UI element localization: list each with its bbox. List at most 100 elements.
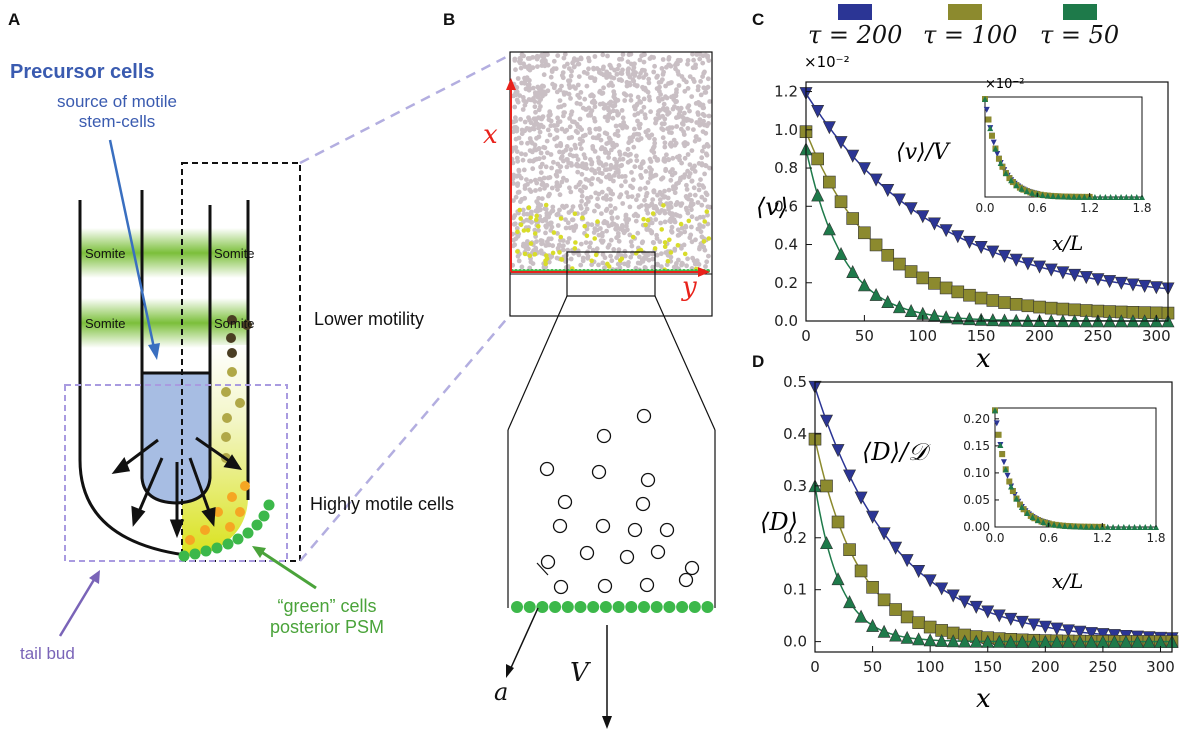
sim-cell <box>657 210 662 216</box>
inset-point <box>1058 193 1065 200</box>
sim-cell-yellow <box>551 230 557 235</box>
inset-point <box>1085 523 1092 530</box>
spacing-arrow <box>536 562 549 576</box>
sim-cell <box>539 63 545 68</box>
sim-cell <box>628 183 633 189</box>
sim-cell <box>625 159 631 165</box>
sim-cell <box>623 212 629 218</box>
sim-cell <box>629 170 634 175</box>
inset-point <box>1059 522 1066 529</box>
sim-cell <box>701 185 707 190</box>
sim-cell <box>634 197 639 203</box>
inset-point <box>1030 190 1037 197</box>
sim-cell <box>639 109 644 114</box>
x-tick-label: 50 <box>855 327 874 345</box>
sim-cell <box>637 57 643 63</box>
inset-point <box>1023 188 1030 195</box>
sim-cell <box>617 226 622 232</box>
sim-cell <box>685 105 691 110</box>
sim-cell <box>518 116 523 122</box>
sim-cell <box>536 195 541 201</box>
chart-point <box>946 634 960 648</box>
sim-cell <box>700 129 706 135</box>
sim-cell <box>608 137 613 143</box>
sim-cell <box>581 69 587 75</box>
magnified-cells <box>539 408 700 595</box>
sim-cell <box>541 182 546 188</box>
inset-point <box>993 420 1000 427</box>
sim-cell <box>526 87 532 93</box>
panel-a-diagram <box>58 53 511 637</box>
sim-cell <box>692 192 698 198</box>
magnified-green-cell <box>561 601 574 613</box>
sim-cell <box>571 84 576 89</box>
simulation-cells <box>509 51 713 273</box>
sim-cell <box>707 204 713 210</box>
sim-cell <box>541 144 546 150</box>
inset-point <box>1042 519 1049 526</box>
sim-cell <box>536 134 542 140</box>
sim-cell <box>601 105 607 111</box>
sim-cell <box>597 70 602 75</box>
sim-cell <box>681 129 686 135</box>
sim-cell <box>560 70 566 75</box>
sim-cell <box>694 120 700 125</box>
sim-cell <box>520 107 526 112</box>
sim-cell-yellow <box>543 261 548 267</box>
sim-cell <box>664 108 670 114</box>
somite-label: Somite <box>85 316 126 331</box>
sim-cell <box>561 158 566 164</box>
chart-point <box>1107 634 1121 648</box>
sim-cell <box>647 165 653 171</box>
sim-cell <box>570 119 575 124</box>
sim-cell <box>589 181 594 187</box>
sim-cell <box>623 179 628 184</box>
chart-point <box>889 541 903 555</box>
y-tick-label: 0.3 <box>783 477 807 495</box>
sim-cell <box>707 165 712 171</box>
sim-cell <box>564 127 570 133</box>
sim-cell <box>616 252 621 257</box>
sim-cell <box>668 211 673 217</box>
sim-cell <box>533 109 538 115</box>
magnified-green-cell <box>650 601 663 613</box>
sim-cell <box>578 205 584 211</box>
zoom-rect <box>566 251 656 297</box>
sim-cell <box>650 251 655 257</box>
sim-cell <box>624 190 630 196</box>
sim-cell <box>657 84 662 90</box>
sim-cell <box>512 58 518 63</box>
magnified-cell <box>597 578 613 594</box>
x-tick-label: 300 <box>1142 327 1171 345</box>
sim-cell <box>694 216 700 222</box>
somite-label: Somite <box>214 246 255 261</box>
sim-cell <box>568 189 574 195</box>
chart-point <box>962 235 976 249</box>
inset-x-tick-label: 1.8 <box>1146 531 1165 545</box>
sim-cell <box>672 170 678 176</box>
magnified-green-cell <box>523 601 536 613</box>
sim-cell-yellow <box>521 228 527 233</box>
chart-c-annotation: ⟨v⟩/V <box>896 140 949 165</box>
inset-point <box>1008 177 1015 184</box>
sim-cell <box>546 192 552 198</box>
sim-cell <box>559 179 565 185</box>
sim-cell <box>566 66 572 71</box>
chart-point <box>1033 260 1047 274</box>
sim-cell <box>540 240 545 246</box>
sim-cell <box>606 186 612 192</box>
sim-cell <box>662 144 668 150</box>
sim-cell <box>702 247 708 253</box>
sim-cell <box>564 164 570 170</box>
sim-cell <box>644 227 650 233</box>
sim-cell <box>635 118 640 124</box>
chart-point <box>820 479 833 493</box>
inset-point <box>994 150 1001 157</box>
sim-cell <box>664 152 669 158</box>
legend-label: τ = 100 <box>923 21 1018 49</box>
sim-cell <box>596 204 601 210</box>
sim-cell <box>624 220 630 226</box>
sim-cell <box>641 86 647 92</box>
inset-point <box>1044 192 1051 199</box>
sim-cell <box>701 70 707 76</box>
